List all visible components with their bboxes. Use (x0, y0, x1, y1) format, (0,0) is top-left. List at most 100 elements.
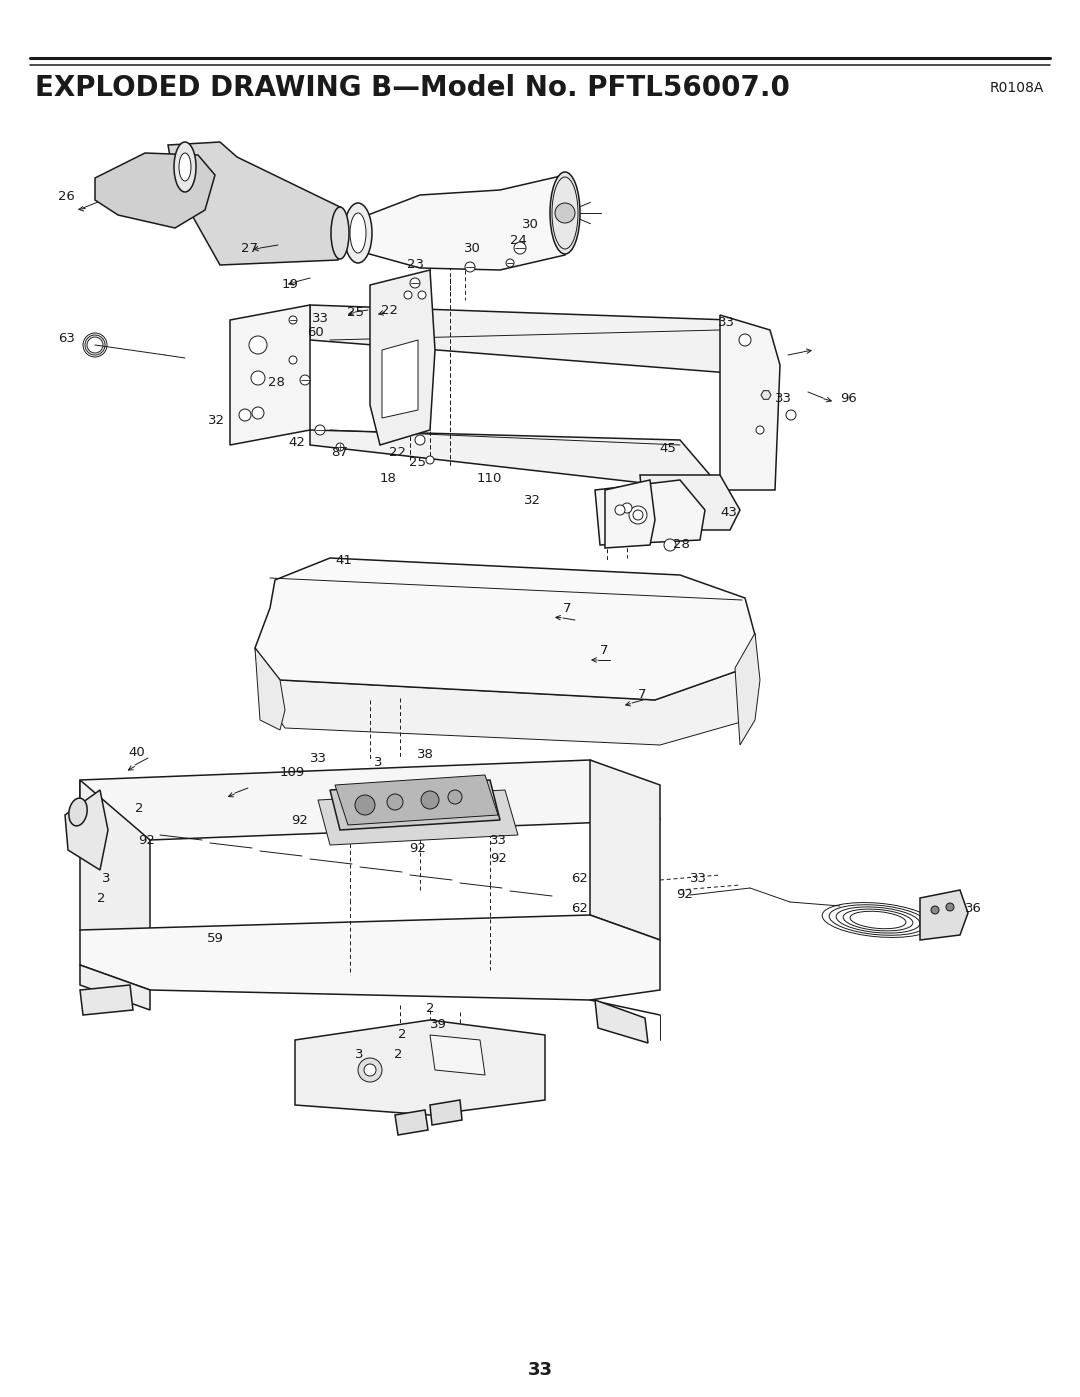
Text: 36: 36 (966, 901, 982, 915)
Circle shape (426, 455, 434, 464)
Polygon shape (430, 1099, 462, 1125)
Text: 33: 33 (527, 1361, 553, 1379)
Text: 24: 24 (510, 233, 526, 246)
Text: 32: 32 (524, 493, 540, 507)
Text: 28: 28 (268, 376, 285, 388)
Ellipse shape (345, 203, 372, 263)
Polygon shape (310, 430, 710, 490)
Text: 33: 33 (490, 834, 507, 847)
Text: 33: 33 (310, 752, 326, 764)
Ellipse shape (179, 154, 191, 182)
Circle shape (315, 425, 325, 434)
Text: 110: 110 (476, 472, 502, 485)
Circle shape (615, 504, 625, 515)
Text: EXPLODED DRAWING B—Model No. PFTL56007.0: EXPLODED DRAWING B—Model No. PFTL56007.0 (35, 74, 789, 102)
Polygon shape (95, 154, 215, 228)
Polygon shape (720, 314, 780, 490)
Circle shape (507, 258, 514, 267)
Text: 25: 25 (409, 455, 427, 468)
Circle shape (364, 1065, 376, 1076)
Polygon shape (605, 481, 654, 548)
Text: 92: 92 (409, 841, 427, 855)
Text: 62: 62 (571, 872, 589, 884)
Circle shape (786, 409, 796, 420)
Text: 42: 42 (288, 436, 305, 448)
Circle shape (289, 356, 297, 365)
Text: 109: 109 (280, 767, 305, 780)
Circle shape (355, 795, 375, 814)
Polygon shape (80, 985, 133, 1016)
Circle shape (336, 443, 345, 451)
Text: 2: 2 (135, 802, 143, 814)
Polygon shape (80, 780, 150, 990)
Circle shape (404, 291, 411, 299)
Text: 96: 96 (840, 391, 856, 405)
Text: 30: 30 (463, 242, 481, 254)
Polygon shape (80, 760, 660, 840)
Text: 87: 87 (332, 447, 349, 460)
Polygon shape (80, 915, 660, 1000)
Text: 23: 23 (406, 258, 423, 271)
Circle shape (387, 793, 403, 810)
Circle shape (664, 539, 676, 550)
Circle shape (418, 291, 426, 299)
Ellipse shape (350, 212, 366, 253)
Text: 2: 2 (426, 1002, 434, 1014)
Polygon shape (335, 775, 498, 826)
Text: 33: 33 (775, 391, 792, 405)
Circle shape (555, 203, 575, 224)
Polygon shape (310, 305, 760, 374)
Ellipse shape (69, 798, 87, 826)
Text: 40: 40 (129, 746, 145, 759)
Text: 30: 30 (522, 218, 539, 232)
Text: 7: 7 (563, 602, 571, 615)
Text: R0108A: R0108A (990, 81, 1044, 95)
Text: 18: 18 (379, 472, 396, 485)
Circle shape (739, 334, 751, 346)
Circle shape (448, 789, 462, 805)
Text: 33: 33 (311, 312, 328, 324)
Ellipse shape (550, 172, 580, 254)
Polygon shape (595, 1000, 648, 1044)
Text: 25: 25 (348, 306, 365, 320)
Text: 2: 2 (399, 1028, 406, 1042)
Polygon shape (318, 789, 518, 845)
Polygon shape (370, 270, 435, 446)
Polygon shape (255, 648, 285, 731)
Polygon shape (168, 142, 340, 265)
Polygon shape (295, 1020, 545, 1115)
Text: 28: 28 (673, 538, 690, 552)
Polygon shape (590, 760, 660, 940)
Circle shape (465, 263, 475, 272)
Circle shape (239, 409, 251, 420)
Text: 7: 7 (638, 689, 647, 701)
Text: 63: 63 (58, 331, 75, 345)
Text: 59: 59 (206, 932, 224, 944)
Polygon shape (80, 965, 150, 1010)
Text: 43: 43 (720, 506, 737, 518)
Polygon shape (595, 481, 705, 545)
Text: 22: 22 (390, 446, 406, 458)
Text: 39: 39 (430, 1018, 447, 1031)
Circle shape (289, 316, 297, 324)
Circle shape (249, 337, 267, 353)
Text: 92: 92 (138, 834, 156, 847)
Text: 3: 3 (374, 756, 382, 768)
Circle shape (629, 506, 647, 524)
Circle shape (514, 242, 526, 254)
Text: 27: 27 (241, 242, 258, 254)
Polygon shape (735, 633, 760, 745)
Circle shape (300, 374, 310, 386)
Polygon shape (430, 1035, 485, 1076)
Text: 2: 2 (96, 891, 105, 904)
Polygon shape (255, 557, 755, 700)
Text: 7: 7 (600, 644, 608, 657)
Circle shape (410, 278, 420, 288)
Text: 22: 22 (381, 303, 399, 317)
Circle shape (756, 426, 764, 434)
Text: 45: 45 (660, 441, 676, 454)
Ellipse shape (174, 142, 195, 191)
Circle shape (931, 907, 939, 914)
Circle shape (357, 1058, 382, 1083)
Polygon shape (230, 305, 310, 446)
